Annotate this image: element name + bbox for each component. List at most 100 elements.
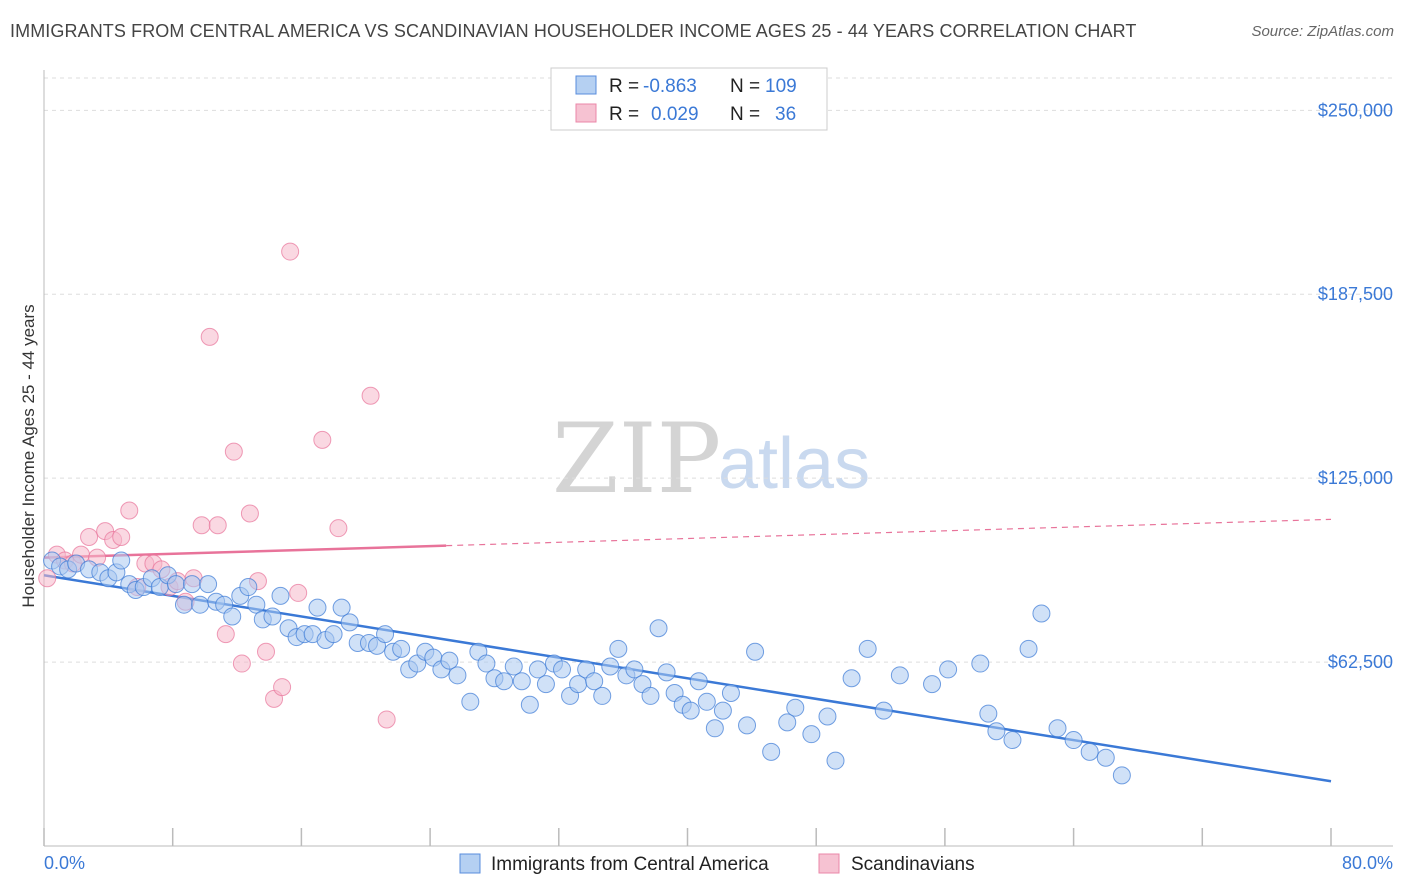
scatter-point-central-america	[713, 701, 732, 720]
series-legend: Immigrants from Central America Scandina…	[459, 853, 975, 875]
scatter-point-central-america	[818, 707, 837, 726]
scatter-point-central-america	[1064, 731, 1083, 750]
x-tick-label-max: 80.0%	[1342, 853, 1393, 873]
scatter-point-central-america	[705, 719, 724, 738]
trend-lines	[43, 518, 1332, 783]
scatter-point-central-america	[223, 607, 242, 626]
scatter-point-central-america	[625, 660, 644, 679]
scatter-point-central-america	[199, 575, 218, 594]
scatter-point-central-america	[477, 654, 496, 673]
scatter-point-central-america	[842, 669, 861, 688]
scatter-point-central-america	[239, 578, 258, 597]
scatter-point-scandinavians	[289, 583, 308, 602]
scatter-point-central-america	[681, 701, 700, 720]
scatter-point-central-america	[332, 598, 351, 617]
bottom-legend-swatch-blue	[459, 853, 481, 874]
trend-line-central-america	[43, 574, 1332, 783]
scatter-point-scandinavians	[112, 528, 131, 547]
scatter-point-central-america	[858, 639, 877, 658]
scatter-point-central-america	[461, 692, 480, 711]
scatter-point-scandinavians	[281, 242, 300, 261]
scatter-point-central-america	[440, 651, 459, 670]
scatter-point-central-america	[697, 692, 716, 711]
trend-line-scandinavians	[43, 544, 447, 559]
scatter-point-central-america	[939, 660, 958, 679]
scatter-point-scandinavians	[329, 519, 348, 538]
scatter-point-central-america	[569, 675, 588, 694]
scatter-point-central-america	[392, 639, 411, 658]
legend-n-label-2: N =	[730, 104, 760, 125]
scatter-point-central-america	[553, 660, 572, 679]
scatter-point-central-america	[641, 686, 660, 705]
scatter-point-central-america	[786, 698, 805, 717]
scatter-point-scandinavians	[257, 642, 276, 661]
y-tick-label: $125,000	[1318, 468, 1393, 488]
bottom-legend-label-scandinavians: Scandinavians	[851, 854, 975, 875]
watermark: ZIP atlas	[552, 403, 870, 515]
scatter-point-central-america	[762, 742, 781, 761]
scatter-point-central-america	[649, 619, 668, 638]
scatter-point-central-america	[874, 701, 893, 720]
watermark-atlas: atlas	[718, 424, 870, 504]
scatter-point-scandinavians	[273, 678, 292, 697]
scatter-point-central-america	[890, 666, 909, 685]
scatter-point-central-america	[738, 716, 757, 735]
scatter-point-central-america	[721, 683, 740, 702]
scatter-point-scandinavians	[200, 327, 219, 346]
scatter-point-central-america	[174, 595, 193, 614]
legend-n-value-2: 36	[775, 104, 796, 125]
gridlines	[44, 77, 1393, 663]
source-label: Source: ZipAtlas.com	[1251, 23, 1394, 40]
scatter-point-central-america	[923, 675, 942, 694]
scatter-point-central-america	[191, 595, 210, 614]
legend-r-value-1: -0.863	[643, 76, 697, 97]
bottom-legend-swatch-pink	[818, 853, 840, 874]
scatter-point-central-america	[1032, 604, 1051, 623]
axes	[43, 70, 1393, 847]
watermark-zip: ZIP	[552, 403, 721, 515]
scatter-point-central-america	[528, 660, 547, 679]
scatter-point-central-america	[778, 713, 797, 732]
correlation-legend: R = -0.863 N = 109 R = 0.029 N = 36	[550, 67, 828, 131]
scatter-point-central-america	[979, 704, 998, 723]
scatter-point-central-america	[689, 672, 708, 691]
legend-r-value-2: 0.029	[651, 104, 699, 125]
scatter-point-central-america	[1003, 731, 1022, 750]
scatter-point-scandinavians	[361, 386, 380, 405]
y-tick-label: $187,500	[1318, 284, 1393, 304]
scatter-point-central-america	[166, 575, 185, 594]
scatter-point-central-america	[1112, 766, 1131, 785]
scatter-point-scandinavians	[232, 654, 251, 673]
scatter-point-central-america	[263, 607, 282, 626]
legend-swatch-pink	[575, 103, 597, 123]
scatter-point-central-america	[1048, 719, 1067, 738]
trend-line-scandinavians-extension	[446, 518, 1332, 547]
scatter-point-central-america	[512, 672, 531, 691]
scatter-point-scandinavians	[377, 710, 396, 729]
scatter-point-central-america	[826, 751, 845, 770]
scatter-point-central-america	[340, 613, 359, 632]
y-tick-label: $62,500	[1328, 652, 1393, 672]
scatter-point-scandinavians	[208, 516, 227, 535]
scatter-point-central-america	[536, 675, 555, 694]
series-central-america	[43, 551, 1131, 785]
scatter-point-central-america	[308, 598, 327, 617]
legend-box	[550, 67, 828, 131]
scatter-point-central-america	[593, 686, 612, 705]
scatter-point-scandinavians	[80, 528, 99, 547]
scatter-point-central-america	[1096, 748, 1115, 767]
scatter-point-scandinavians	[224, 442, 243, 461]
scatter-point-central-america	[271, 586, 290, 605]
scatter-point-central-america	[601, 657, 620, 676]
scatter-point-central-america	[802, 725, 821, 744]
scatter-point-scandinavians	[313, 430, 332, 449]
scatter-point-central-america	[746, 642, 765, 661]
x-tick-label-min: 0.0%	[44, 853, 85, 873]
series-scandinavians	[38, 242, 396, 729]
scatter-point-central-america	[585, 672, 604, 691]
scatter-point-scandinavians	[240, 504, 259, 523]
y-tick-labels: $62,500 $125,000 $187,500 $250,000	[1318, 100, 1393, 672]
scatter-point-scandinavians	[216, 625, 235, 644]
scatter-point-scandinavians	[192, 516, 211, 535]
